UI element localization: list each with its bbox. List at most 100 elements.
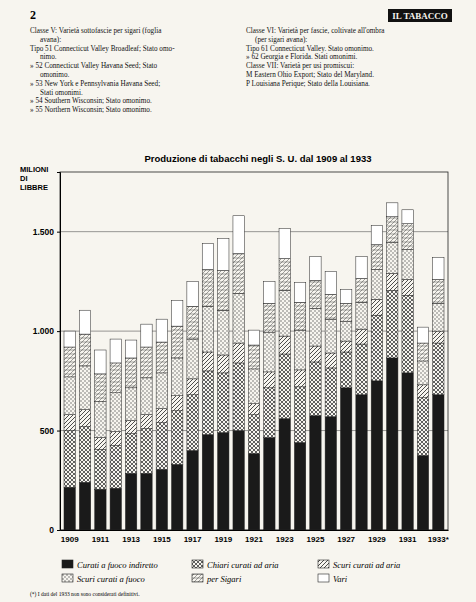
bar-segment (371, 226, 382, 245)
bar-segment (95, 402, 106, 438)
bar-segment (340, 321, 351, 341)
column-line: Tipo 61 Connecticut Valley. Stato omonim… (246, 45, 374, 53)
y-tick: 500 (40, 426, 60, 436)
bar-segment (310, 280, 321, 308)
bar-segment (125, 473, 136, 530)
bar-segment (218, 355, 229, 373)
bar-segment (340, 388, 351, 530)
bar-segment (387, 217, 398, 243)
legend-item: Scuri curati ad aria (318, 560, 400, 570)
x-tick-label: 1929 (368, 535, 386, 544)
y-tick-mark (57, 331, 60, 332)
bar-segment (110, 488, 121, 530)
legend-label: Chiari curati ad aria (207, 560, 279, 570)
bar-segment (218, 270, 229, 310)
bar-segment (233, 293, 244, 343)
bar-segment (79, 482, 90, 530)
bar-segment (218, 373, 229, 433)
bar-segment (202, 269, 213, 306)
x-tick: 1925 (307, 535, 325, 544)
bar-segment (79, 427, 90, 483)
x-tick-label: 1913 (122, 535, 140, 544)
bar-segment (233, 254, 244, 294)
bar-segment (64, 487, 75, 530)
bar-segment (279, 419, 290, 530)
y-tick-mark (57, 530, 60, 531)
x-axis-line (61, 530, 449, 531)
bar-segment (387, 243, 398, 274)
bar-segment (64, 415, 75, 431)
bar-segment (218, 310, 229, 355)
bar-segment (110, 432, 121, 446)
x-tick-label: 1931 (399, 535, 417, 544)
bar-segment (417, 327, 428, 343)
bar-segment (110, 393, 121, 432)
bar-segment (402, 250, 413, 280)
bar-segment (433, 395, 444, 530)
y-tick-label: 0 (49, 525, 54, 535)
bar-segment (79, 410, 90, 427)
bar-segment (417, 398, 428, 456)
chart-title: Produzione di tabacchi negli S. U. dal 1… (144, 153, 371, 164)
bar-segment (95, 374, 106, 402)
bar-segment (187, 306, 198, 339)
column-line: nimo. (40, 53, 57, 61)
bar-segment (156, 409, 167, 423)
bar-segment (79, 366, 90, 410)
bar-segment (95, 350, 106, 374)
column-line: » 53 New York e Pennsylvania Havana Seed… (30, 80, 160, 88)
legend-swatch (318, 560, 329, 568)
bar-segment (110, 445, 121, 488)
bar-segment (248, 369, 259, 404)
bar-segment (187, 339, 198, 379)
bar-segment (187, 450, 198, 530)
bar-segment (187, 281, 198, 306)
column-line: » 54 Southern Wisconsin; Stato omonimo. (30, 97, 152, 105)
x-tick: 1929 (368, 535, 386, 544)
header-rule (388, 9, 452, 22)
legend: Curati a fuoco indiretto Chiari curati ad… (62, 560, 400, 584)
bar-segment (310, 308, 321, 346)
bar-segment (325, 294, 336, 319)
bar-segment (125, 358, 136, 388)
bar-segment (371, 245, 382, 270)
bar-segment (172, 358, 183, 396)
x-tick: 1933* (428, 535, 450, 544)
bar-segment (202, 244, 213, 270)
legend-item: Chiari curati ad aria (192, 560, 279, 570)
series-4 (64, 217, 444, 402)
bar-segment (294, 442, 305, 530)
bar-segment (279, 336, 290, 354)
bar-segment (264, 438, 275, 530)
bar-segment (294, 330, 305, 370)
bar-segment (356, 344, 367, 395)
bars (64, 203, 444, 530)
bar-segment (371, 315, 382, 381)
bar-segment (433, 258, 444, 280)
bar-segment (187, 379, 198, 395)
x-tick-label: 1909 (61, 535, 79, 544)
bar-segment (202, 371, 213, 435)
x-axis: 1909191119131915191719191921192319251927… (61, 531, 450, 544)
bar-segment (110, 339, 121, 363)
bar-segment (156, 423, 167, 470)
column-line: M Eastern Ohio Export; Stato del Marylan… (246, 71, 374, 79)
x-tick-label: 1925 (307, 535, 325, 544)
bar-segment (387, 290, 398, 358)
legend-item: Curati a fuoco indiretto (62, 560, 158, 570)
x-tick-label: 1927 (337, 535, 355, 544)
bar-segment (248, 453, 259, 530)
x-tick-label: 1923 (276, 535, 294, 544)
x-tick: 1921 (245, 535, 263, 544)
legend-swatch (318, 574, 329, 582)
bar-segment (141, 347, 152, 378)
column-line: avana): (40, 36, 61, 44)
bar-segment (402, 295, 413, 373)
x-tick-label: 1911 (92, 535, 110, 544)
bar-segment (95, 489, 106, 530)
page-number: 2 (30, 8, 36, 22)
bar-segment (264, 388, 275, 438)
legend-swatch (62, 574, 73, 582)
bar-segment (110, 363, 121, 393)
x-tick: 1927 (337, 535, 355, 544)
